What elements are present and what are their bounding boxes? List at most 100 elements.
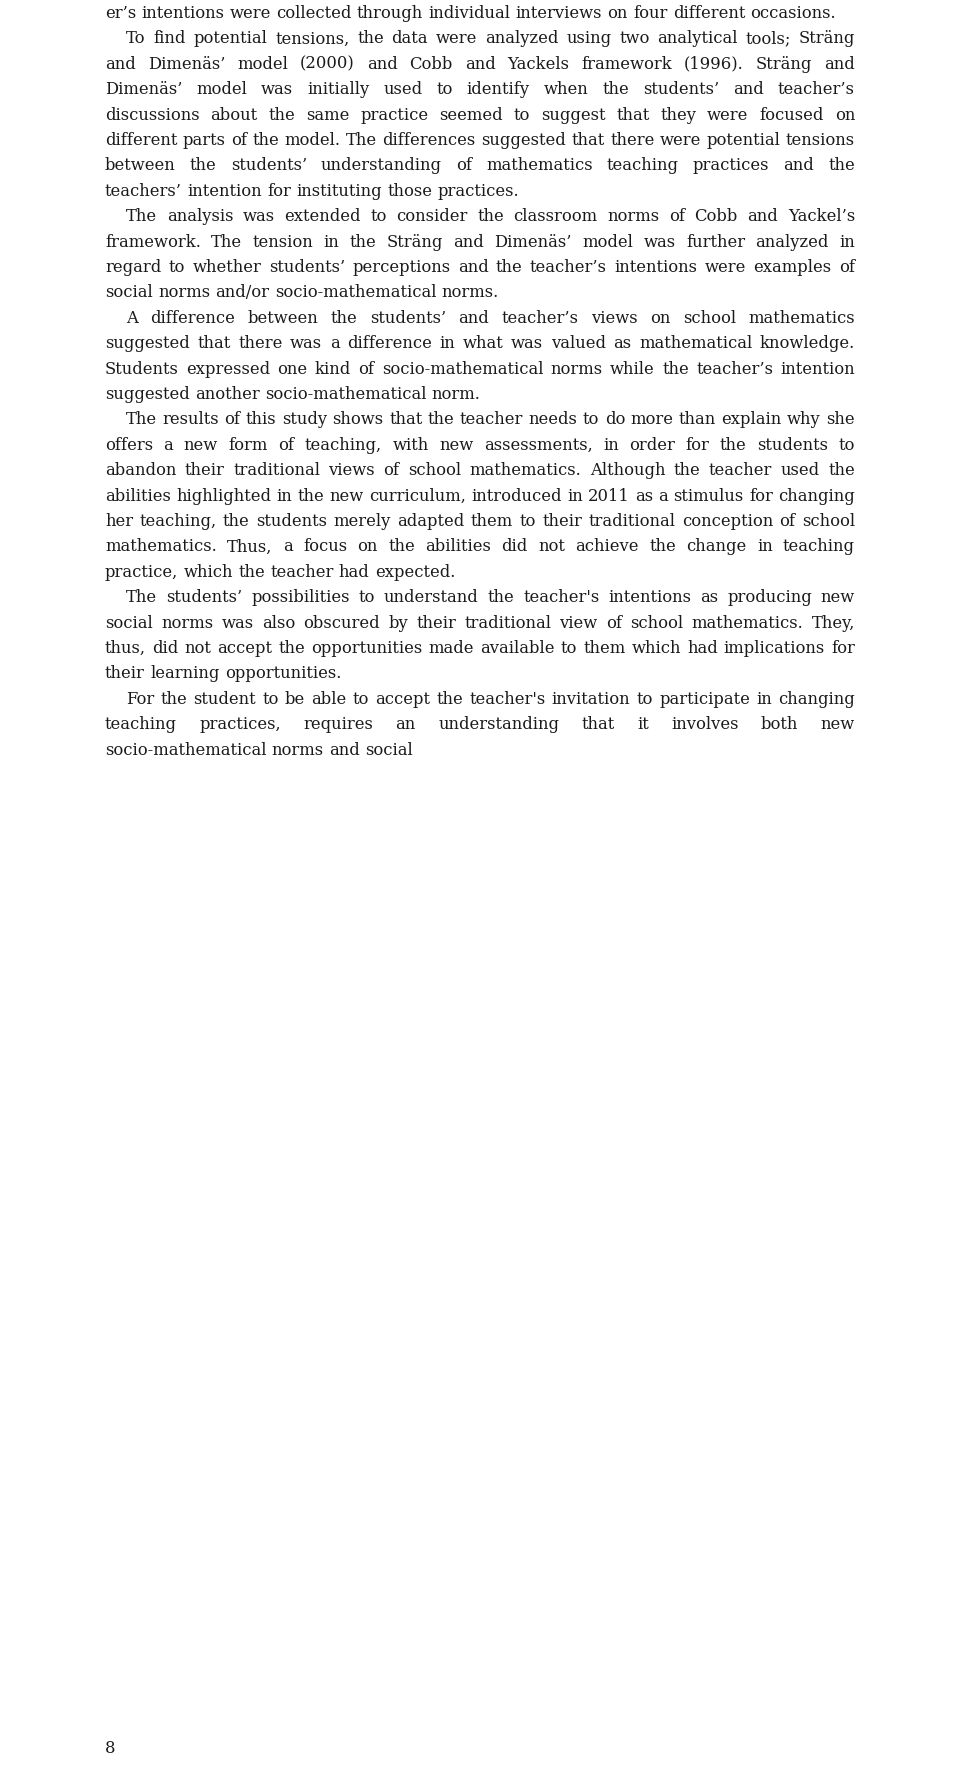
Text: teacher’s: teacher’s [696, 360, 773, 378]
Text: the: the [238, 563, 265, 581]
Text: seemed: seemed [440, 107, 503, 123]
Text: the: the [437, 690, 463, 707]
Text: was: was [261, 82, 294, 98]
Text: used: used [780, 462, 820, 479]
Text: analyzed: analyzed [756, 233, 828, 251]
Text: available: available [480, 640, 555, 658]
Text: mathematics.: mathematics. [105, 538, 217, 556]
Text: mathematics: mathematics [749, 310, 855, 326]
Text: accept: accept [217, 640, 273, 658]
Text: Yackel’s: Yackel’s [788, 208, 855, 225]
Text: two: two [619, 30, 649, 48]
Text: suggested: suggested [481, 132, 566, 150]
Text: intentions: intentions [141, 5, 225, 21]
Text: to: to [371, 208, 387, 225]
Text: kind: kind [315, 360, 351, 378]
Text: teaching: teaching [607, 157, 679, 175]
Text: potential: potential [193, 30, 267, 48]
Text: To: To [126, 30, 146, 48]
Text: student: student [193, 690, 256, 707]
Text: between: between [105, 157, 176, 175]
Text: school: school [408, 462, 461, 479]
Text: teacher: teacher [271, 563, 334, 581]
Text: it: it [637, 716, 649, 732]
Text: of: of [231, 132, 247, 150]
Text: socio-mathematical: socio-mathematical [105, 741, 267, 759]
Text: school: school [802, 513, 855, 529]
Text: offers: offers [105, 437, 154, 454]
Text: Cobb: Cobb [694, 208, 738, 225]
Text: as: as [636, 488, 653, 504]
Text: opportunities: opportunities [311, 640, 422, 658]
Text: adapted: adapted [397, 513, 465, 529]
Text: her: her [105, 513, 133, 529]
Text: model: model [197, 82, 248, 98]
Text: framework: framework [582, 55, 672, 73]
Text: practices,: practices, [200, 716, 281, 732]
Text: practice,: practice, [105, 563, 179, 581]
Text: expressed: expressed [186, 360, 271, 378]
Text: traditional: traditional [465, 615, 551, 631]
Text: using: using [566, 30, 612, 48]
Text: (1996).: (1996). [684, 55, 744, 73]
Text: students: students [757, 437, 828, 454]
Text: For: For [126, 690, 155, 707]
Text: had: had [687, 640, 718, 658]
Text: in: in [756, 538, 773, 556]
Text: Sträng: Sträng [799, 30, 855, 48]
Text: tension: tension [252, 233, 313, 251]
Text: Yackels: Yackels [508, 55, 569, 73]
Text: tensions,: tensions, [276, 30, 349, 48]
Text: and: and [825, 55, 855, 73]
Text: teacher's: teacher's [469, 690, 545, 707]
Text: the: the [269, 107, 295, 123]
Text: mathematics: mathematics [486, 157, 592, 175]
Text: the: the [496, 258, 522, 276]
Text: did: did [501, 538, 528, 556]
Text: further: further [686, 233, 745, 251]
Text: obscured: obscured [303, 615, 380, 631]
Text: individual: individual [428, 5, 511, 21]
Text: she: she [827, 412, 855, 428]
Text: for: for [267, 184, 291, 200]
Text: new: new [821, 716, 855, 732]
Text: social: social [105, 615, 153, 631]
Text: The: The [347, 132, 377, 150]
Text: intention: intention [187, 184, 262, 200]
Text: more: more [631, 412, 674, 428]
Text: the: the [477, 208, 504, 225]
Text: and: and [367, 55, 397, 73]
Text: as: as [700, 588, 718, 606]
Text: norms.: norms. [442, 285, 498, 301]
Text: in: in [756, 690, 772, 707]
Text: expected.: expected. [374, 563, 455, 581]
Text: with: with [393, 437, 429, 454]
Text: school: school [631, 615, 684, 631]
Text: and: and [465, 55, 495, 73]
Text: norm.: norm. [432, 387, 481, 403]
Text: suggested: suggested [105, 387, 190, 403]
Text: find: find [154, 30, 185, 48]
Text: than: than [679, 412, 716, 428]
Text: also: also [262, 615, 295, 631]
Text: knowledge.: knowledge. [759, 335, 855, 353]
Text: requires: requires [303, 716, 373, 732]
Text: Dimenäs’: Dimenäs’ [148, 55, 226, 73]
Text: conception: conception [682, 513, 773, 529]
Text: on: on [834, 107, 855, 123]
Text: to: to [583, 412, 599, 428]
Text: understanding: understanding [321, 157, 442, 175]
Text: focused: focused [759, 107, 824, 123]
Text: potential: potential [707, 132, 780, 150]
Text: teaching,: teaching, [305, 437, 382, 454]
Text: through: through [357, 5, 423, 21]
Text: learning: learning [150, 665, 220, 683]
Text: their: their [542, 513, 582, 529]
Text: initially: initially [307, 82, 370, 98]
Text: different: different [673, 5, 745, 21]
Text: was: was [243, 208, 275, 225]
Text: students’: students’ [269, 258, 345, 276]
Text: do: do [605, 412, 625, 428]
Text: students’: students’ [166, 588, 242, 606]
Text: what: what [463, 335, 503, 353]
